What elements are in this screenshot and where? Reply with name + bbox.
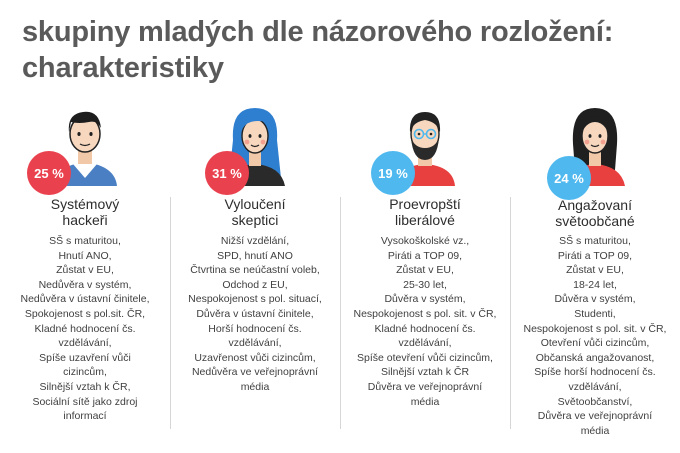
trait-item: Uzavřenost vůči cizincům,	[194, 351, 316, 364]
trait-item: 18-24 let,	[573, 278, 617, 291]
trait-item: Silnější vztah k ČR	[380, 366, 470, 379]
trait-item: SŠ s maturitou,	[49, 235, 121, 247]
trait-item: Nedůvěra v ústavní činitele,	[20, 293, 150, 306]
trait-item: Důvěra v systém,	[554, 293, 636, 306]
trait-list: SŠ s maturitou, Piráti a TOP 09, Zůstat …	[509, 234, 680, 438]
trait-item: Důvěra ve veřejnoprávní	[367, 380, 483, 393]
trait-item: Nespokojenost s pol. sit. v ČR,	[523, 322, 667, 335]
trait-item: Spíše uzavření vůči	[39, 351, 131, 364]
trait-item: 25-30 let,	[403, 278, 447, 291]
group-name-line: světoobčané	[555, 213, 635, 229]
trait-list: Nižší vzdělání, SPD, hnutí ANO Čtvrtina …	[169, 234, 341, 395]
group-name: Angažovaní světoobčané	[513, 197, 677, 229]
column-divider	[340, 197, 341, 429]
trait-item: Odchod z EU,	[222, 278, 288, 291]
group-name-line: Proevropští	[389, 196, 461, 212]
trait-item: Nespokojenost s pol. sit. v ČR,	[353, 307, 497, 320]
trait-item: Nedůvěra v systém,	[38, 278, 132, 291]
group-name-line: hackeři	[62, 212, 108, 228]
trait-item: Zůstat v EU,	[566, 264, 624, 277]
trait-item: vzdělávání,	[398, 337, 452, 350]
group-name-line: Angažovaní	[558, 197, 632, 213]
group-name-line: liberálové	[395, 212, 455, 228]
percent-badge: 24 %	[547, 156, 591, 200]
trait-item: Sociální sítě jako zdroj	[32, 395, 138, 408]
group-name: Vyloučení skeptici	[173, 196, 337, 228]
trait-list: Vysokoškolské vz., Piráti a TOP 09, Zůst…	[339, 234, 511, 409]
group-name-line: skeptici	[231, 212, 279, 228]
page-title: skupiny mladých dle názorového rozložení…	[22, 14, 672, 86]
trait-item: Nespokojenost s pol. situací,	[188, 293, 322, 306]
trait-item: Nižší vzdělání,	[220, 235, 290, 247]
trait-item: média	[410, 395, 440, 408]
trait-item: Kladné hodnocení čs.	[374, 322, 476, 335]
trait-list: SŠ s maturitou, Hnutí ANO, Zůstat v EU, …	[0, 234, 171, 424]
trait-item: vzdělávání,	[228, 337, 282, 350]
trait-item: Občanská angažovanost,	[535, 351, 655, 364]
trait-item: informací	[63, 410, 107, 423]
trait-item: Horší hodnocení čs.	[208, 322, 302, 335]
trait-item: SPD, hnutí ANO	[217, 249, 293, 262]
percent-badge: 19 %	[371, 151, 415, 195]
trait-item: SŠ s maturitou,	[559, 235, 631, 247]
trait-item: Silnější vztah k ČR,	[39, 380, 131, 393]
trait-item: Světoobčanství,	[557, 395, 633, 408]
group-card-vylouceni-skeptici: 31 % Vyloučení skeptici Nižší vzdělání, …	[173, 100, 337, 450]
column-divider	[510, 197, 511, 429]
percent-badge: 25 %	[27, 151, 71, 195]
trait-item: média	[240, 380, 270, 393]
trait-item: Studenti,	[574, 307, 616, 320]
group-name: Systémový hackeři	[3, 196, 167, 228]
trait-item: Spíše otevření vůči cizincům,	[357, 351, 493, 364]
trait-item: Spokojenost s pol.sit. ČR,	[24, 307, 146, 320]
trait-item: Zůstat v EU,	[56, 264, 114, 277]
trait-item: Kladné hodnocení čs.	[34, 322, 136, 335]
trait-item: Důvěra v systém,	[384, 293, 466, 306]
group-name-line: Vyloučení	[224, 196, 286, 212]
group-card-proevropsti-liberalove: 19 % Proevropští liberálové Vysokoškolsk…	[343, 100, 507, 450]
trait-item: Hnutí ANO,	[58, 249, 112, 262]
trait-item: Vysokoškolské vz.,	[380, 235, 470, 247]
column-divider	[170, 197, 171, 429]
group-name: Proevropští liberálové	[343, 196, 507, 228]
trait-item: Piráti a TOP 09,	[387, 249, 463, 262]
trait-item: Spíše horší hodnocení čs.	[534, 366, 656, 379]
percent-badge: 31 %	[205, 151, 249, 195]
trait-item: média	[580, 424, 610, 437]
group-name-line: Systémový	[50, 196, 120, 212]
trait-item: Důvěra ve veřejnoprávní	[537, 410, 653, 423]
trait-item: Piráti a TOP 09,	[557, 249, 633, 262]
trait-item: Čtvrtina se neúčastní voleb,	[190, 264, 320, 277]
trait-item: Nedůvěra ve veřejnoprávní	[191, 366, 319, 379]
trait-item: vzdělávání,	[58, 337, 112, 350]
group-card-angazovani-svetoobcane: 24 % Angažovaní světoobčané SŠ s maturit…	[513, 100, 677, 450]
group-card-systemovy-hackeri: 25 % Systémový hackeři SŠ s maturitou, H…	[3, 100, 167, 450]
trait-item: Zůstat v EU,	[396, 264, 454, 277]
trait-item: vzdělávání,	[568, 380, 622, 393]
trait-item: Důvěra v ústavní činitele,	[196, 307, 314, 320]
page-title-line-1: skupiny mladých dle názorového rozložení…	[22, 16, 614, 48]
trait-item: cizincům,	[63, 366, 107, 379]
page-title-line-2: charakteristiky	[22, 52, 224, 84]
trait-item: Otevření vůči cizincům,	[540, 337, 650, 350]
